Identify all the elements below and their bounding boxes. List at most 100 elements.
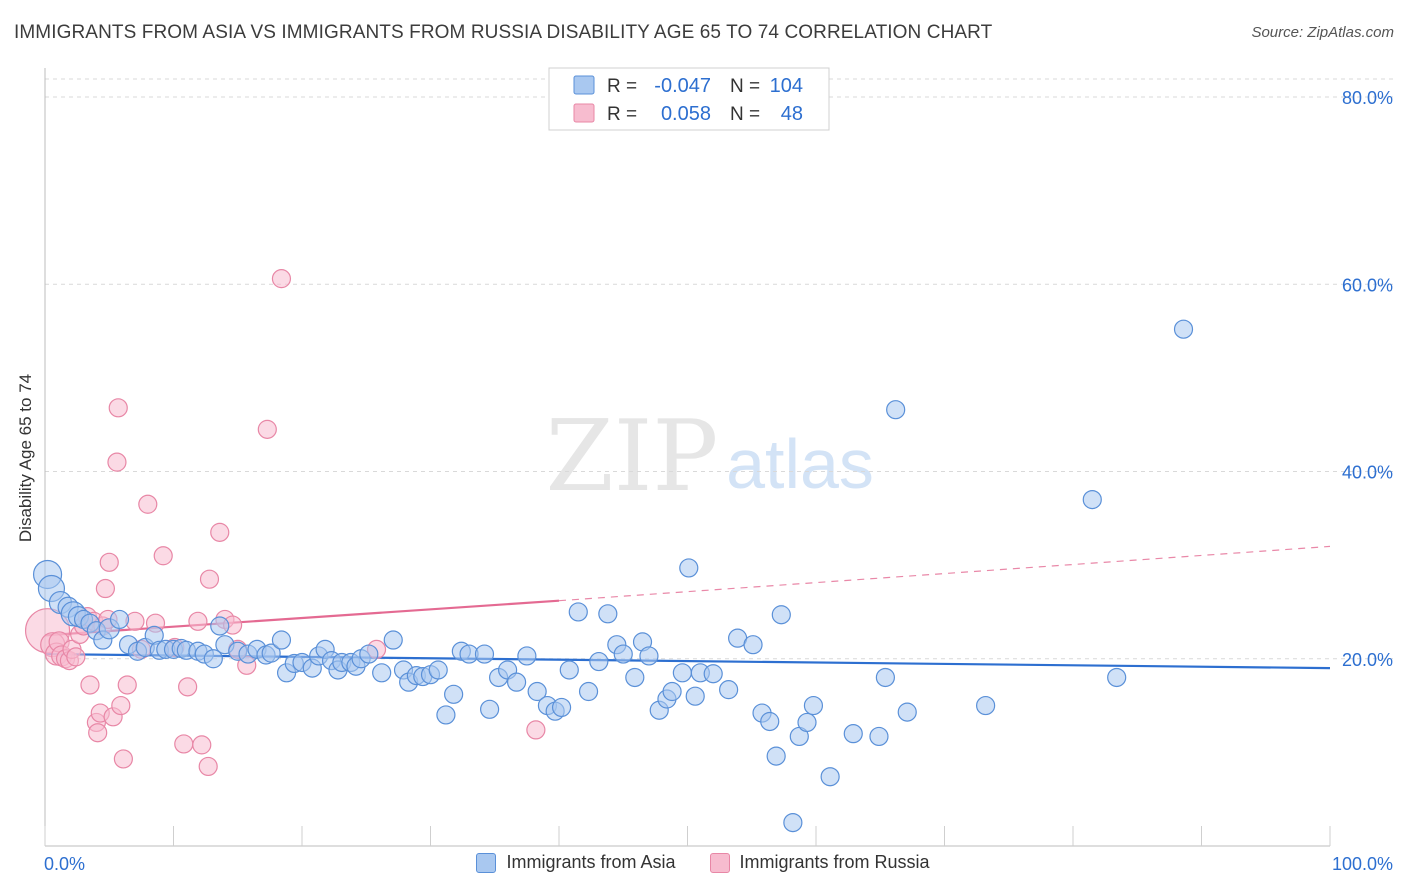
asia-point [1082, 489, 1102, 510]
asia-point [685, 686, 705, 706]
russia-point [153, 546, 173, 566]
stats-r-label-russia: R = [607, 104, 637, 125]
asia-point [589, 651, 609, 672]
y-tick-label: 20.0% [1342, 650, 1393, 670]
russia-point [111, 695, 131, 716]
stats-swatch-russia [573, 103, 595, 123]
asia-point [771, 605, 791, 625]
asia-point [719, 680, 739, 700]
asia-point [551, 697, 572, 718]
asia-point [559, 660, 579, 680]
legend-label-russia: Immigrants from Russia [739, 852, 930, 872]
asia-point [869, 726, 889, 747]
asia-point [271, 630, 292, 650]
asia-point [679, 558, 699, 578]
russia-point [108, 398, 128, 418]
asia-point [568, 602, 588, 622]
asia-point [203, 649, 223, 669]
asia-point [625, 667, 645, 688]
russia-point [99, 552, 119, 572]
stats-n-value-russia: 48 [781, 103, 803, 125]
asia-point [527, 681, 547, 702]
asia-point [843, 724, 863, 744]
stats-r-label-asia: R = [607, 76, 637, 97]
series-legend: Immigrants from Asia Immigrants from Rus… [0, 852, 1406, 873]
russia-point [271, 269, 292, 289]
legend-label-asia: Immigrants from Asia [506, 852, 676, 872]
asia-point [428, 660, 448, 680]
asia-point [480, 699, 500, 719]
asia-point [613, 644, 633, 664]
asia-point [1173, 319, 1194, 339]
y-tick-label: 40.0% [1342, 463, 1393, 483]
y-tick-label: 60.0% [1342, 275, 1393, 295]
asia-point [820, 767, 840, 787]
stats-legend: R = -0.047 N = 104 R = 0.058 N = 48 [548, 67, 830, 131]
russia-point [66, 647, 86, 667]
x-tick-label: 0.0% [44, 854, 85, 874]
asia-point [797, 712, 817, 733]
asia-point [506, 672, 527, 692]
russia-point [188, 611, 208, 631]
russia-point [178, 677, 198, 697]
russia-point [117, 675, 137, 695]
asia-point [261, 643, 281, 663]
stats-n-value-asia: 104 [770, 75, 803, 97]
stats-r-value-russia: 0.058 [661, 103, 711, 125]
asia-point [766, 746, 786, 766]
stats-n-label-asia: N = [730, 76, 760, 97]
russia-point [95, 578, 115, 599]
asia-point [783, 812, 803, 833]
legend-swatch-russia [709, 852, 730, 873]
asia-point [578, 681, 599, 702]
russia-point [192, 735, 212, 755]
asia-point [672, 663, 692, 683]
stats-swatch-asia [573, 75, 595, 95]
asia-point [976, 695, 996, 716]
chart-title: IMMIGRANTS FROM ASIA VS IMMIGRANTS FROM … [14, 22, 993, 43]
asia-point [803, 695, 824, 716]
asia-point [109, 609, 130, 630]
russia-point [174, 734, 194, 754]
stats-r-value-asia: -0.047 [654, 75, 711, 97]
legend-item-asia: Immigrants from Asia [476, 852, 676, 873]
asia-point [359, 644, 379, 664]
russia-point [210, 522, 230, 542]
russia-point [113, 749, 133, 769]
asia-point [875, 667, 895, 688]
russia-point [526, 720, 546, 740]
asia-point [639, 646, 659, 666]
russia-point [88, 723, 108, 743]
asia-point [474, 644, 495, 664]
asia-point [372, 663, 392, 683]
asia-point [436, 705, 456, 725]
russia-point [199, 569, 220, 589]
legend-item-russia: Immigrants from Russia [709, 852, 930, 873]
russia-point [198, 756, 218, 777]
x-tick-label: 100.0% [1332, 854, 1393, 874]
russia-point [257, 419, 277, 439]
russia-point [138, 494, 158, 514]
source-credit: Source: ZipAtlas.com [1251, 24, 1394, 41]
russia-trend-extension [558, 545, 1331, 602]
watermark-atlas: atlas [726, 425, 874, 503]
asia-point [1107, 667, 1127, 688]
asia-point [662, 681, 682, 702]
asia-point [210, 616, 230, 636]
asia-point [743, 635, 763, 655]
asia-point [886, 400, 906, 420]
asia-point [760, 711, 780, 732]
stats-n-label-russia: N = [730, 104, 760, 125]
legend-swatch-asia [476, 852, 497, 873]
russia-point [80, 675, 100, 695]
asia-point [517, 646, 537, 666]
asia-point [383, 630, 403, 650]
asia-point [897, 702, 917, 722]
asia-point [703, 664, 723, 684]
asia-point [444, 684, 464, 704]
asia-point [598, 604, 618, 624]
y-tick-label: 80.0% [1342, 88, 1393, 108]
watermark-zip: ZIP [546, 400, 719, 514]
russia-point [107, 452, 127, 472]
